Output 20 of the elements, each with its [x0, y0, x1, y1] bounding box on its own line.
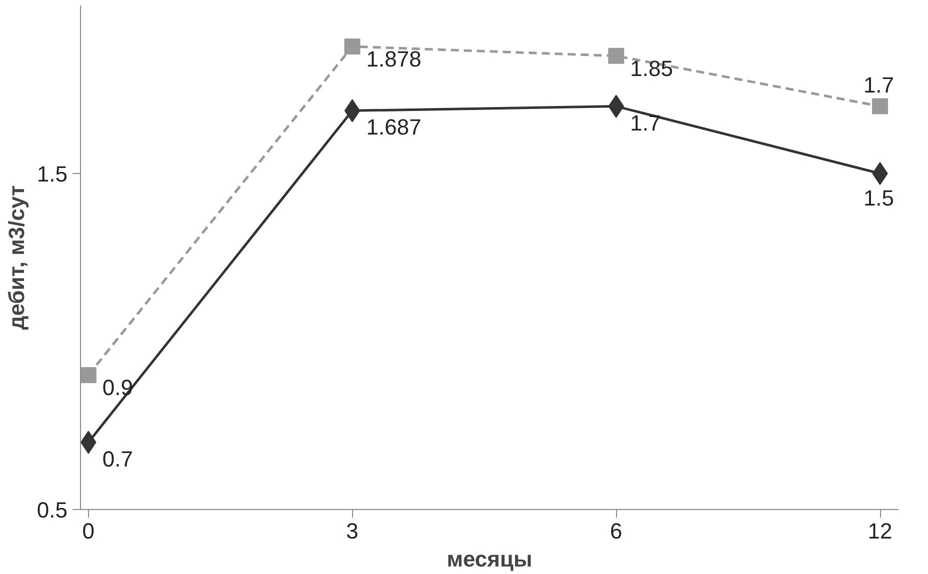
- data-label: 1.85: [630, 56, 673, 81]
- x-tick-label: 3: [346, 518, 358, 544]
- point: [80, 367, 96, 384]
- data-label: 1.687: [366, 114, 422, 140]
- x-axis-title: месяцы: [446, 546, 532, 572]
- point: [608, 48, 624, 64]
- y-tick-label: 0.5: [36, 498, 68, 522]
- point: [344, 99, 360, 122]
- data-label: 1.7: [863, 72, 894, 98]
- x-tick-label: 6: [610, 518, 622, 544]
- x-tick-label: 12: [868, 518, 892, 544]
- data-label: 1.5: [863, 186, 894, 210]
- point: [344, 38, 360, 54]
- data-label: 0.7: [102, 446, 134, 472]
- y-axis-title: дебит, м3/сут: [4, 185, 29, 330]
- data-label: 0.9: [102, 375, 134, 400]
- data-label: 1.878: [366, 46, 422, 72]
- point: [872, 98, 888, 114]
- data-label: 1.7: [630, 110, 661, 136]
- x-tick-label: 0: [82, 518, 95, 544]
